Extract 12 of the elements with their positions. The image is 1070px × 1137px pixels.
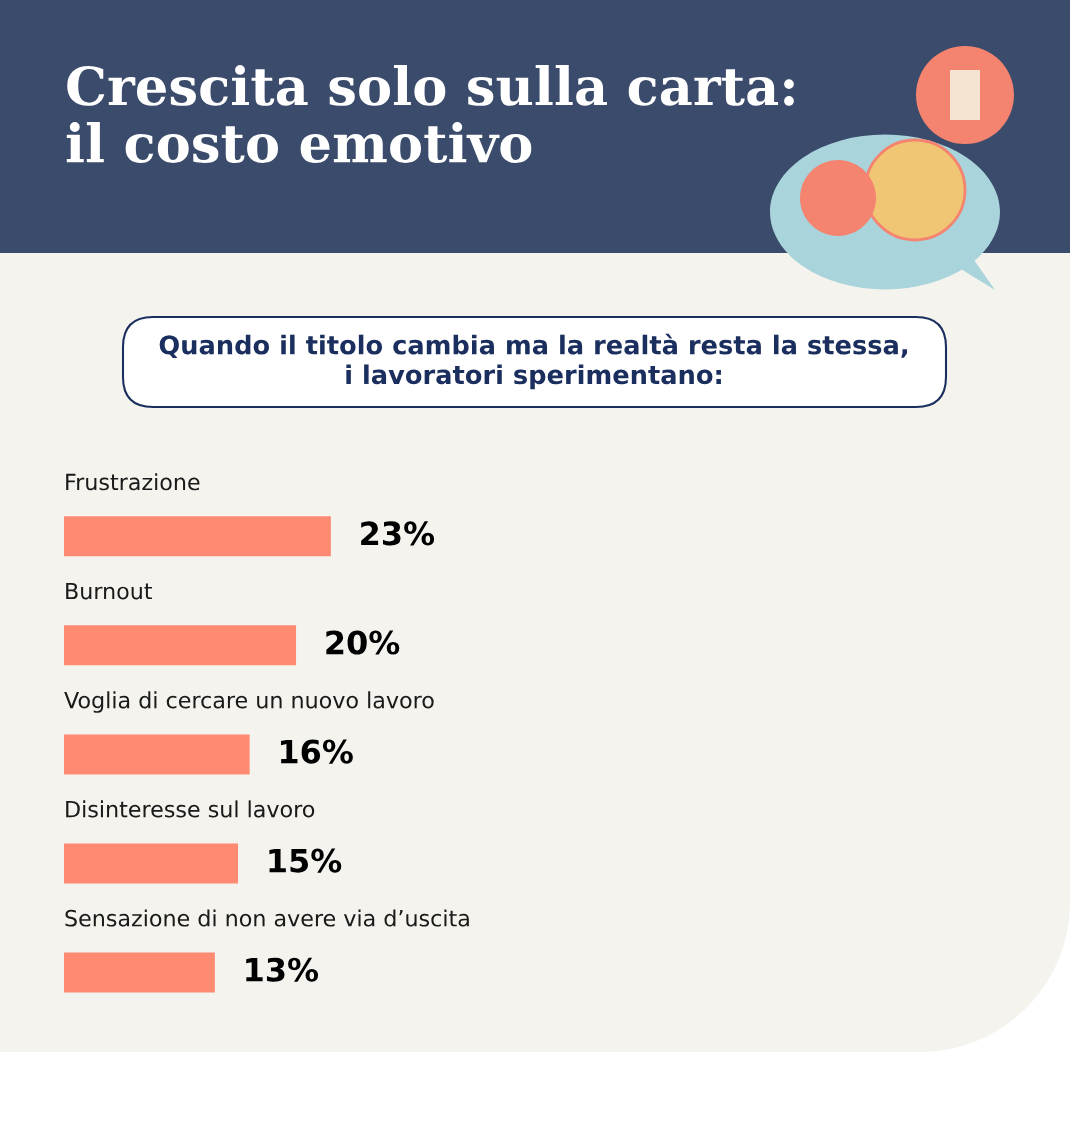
y-tick-label: Disinteresse sul lavoro (66, 800, 315, 818)
data-label: 13% (246, 957, 319, 982)
data-label: 15% (269, 848, 342, 873)
y-tick-label: Sensazione di non avere via d’uscita (65, 909, 469, 927)
y-tick-label: Frustrazione (66, 473, 200, 491)
data-label: 23% (361, 521, 435, 546)
y-tick-label: Burnout (66, 582, 153, 600)
data-label: 20% (326, 630, 400, 655)
text: Quando il titolo cambia ma la realtà resta la stessa, i lavoratori sperimentano: (159, 333, 908, 390)
data-label: 16% (281, 739, 353, 764)
y-tick-label: Voglia di cercare un nuovo lavoro (64, 691, 434, 713)
chart-title: Crescita solo sulla carta: il costo emotivo (66, 65, 794, 163)
